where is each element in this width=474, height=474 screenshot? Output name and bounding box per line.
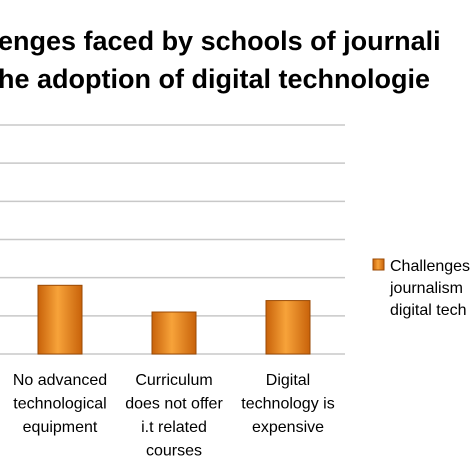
chart-title: he adoption of digital technologie	[0, 64, 430, 94]
x-tick-label: No advanced technological equipment	[13, 372, 107, 436]
x-tick-label: Digital technology is expensive	[241, 372, 334, 436]
legend-marker	[372, 258, 385, 271]
bar	[37, 284, 83, 355]
chart-title: enges faced by schools of journali	[0, 26, 441, 56]
legend-label: Challenges journalism digital tech	[389, 258, 470, 319]
bar	[151, 311, 197, 355]
bar	[265, 300, 311, 355]
x-tick-label: Curriculum does not offer i.t related cours…	[125, 372, 223, 460]
